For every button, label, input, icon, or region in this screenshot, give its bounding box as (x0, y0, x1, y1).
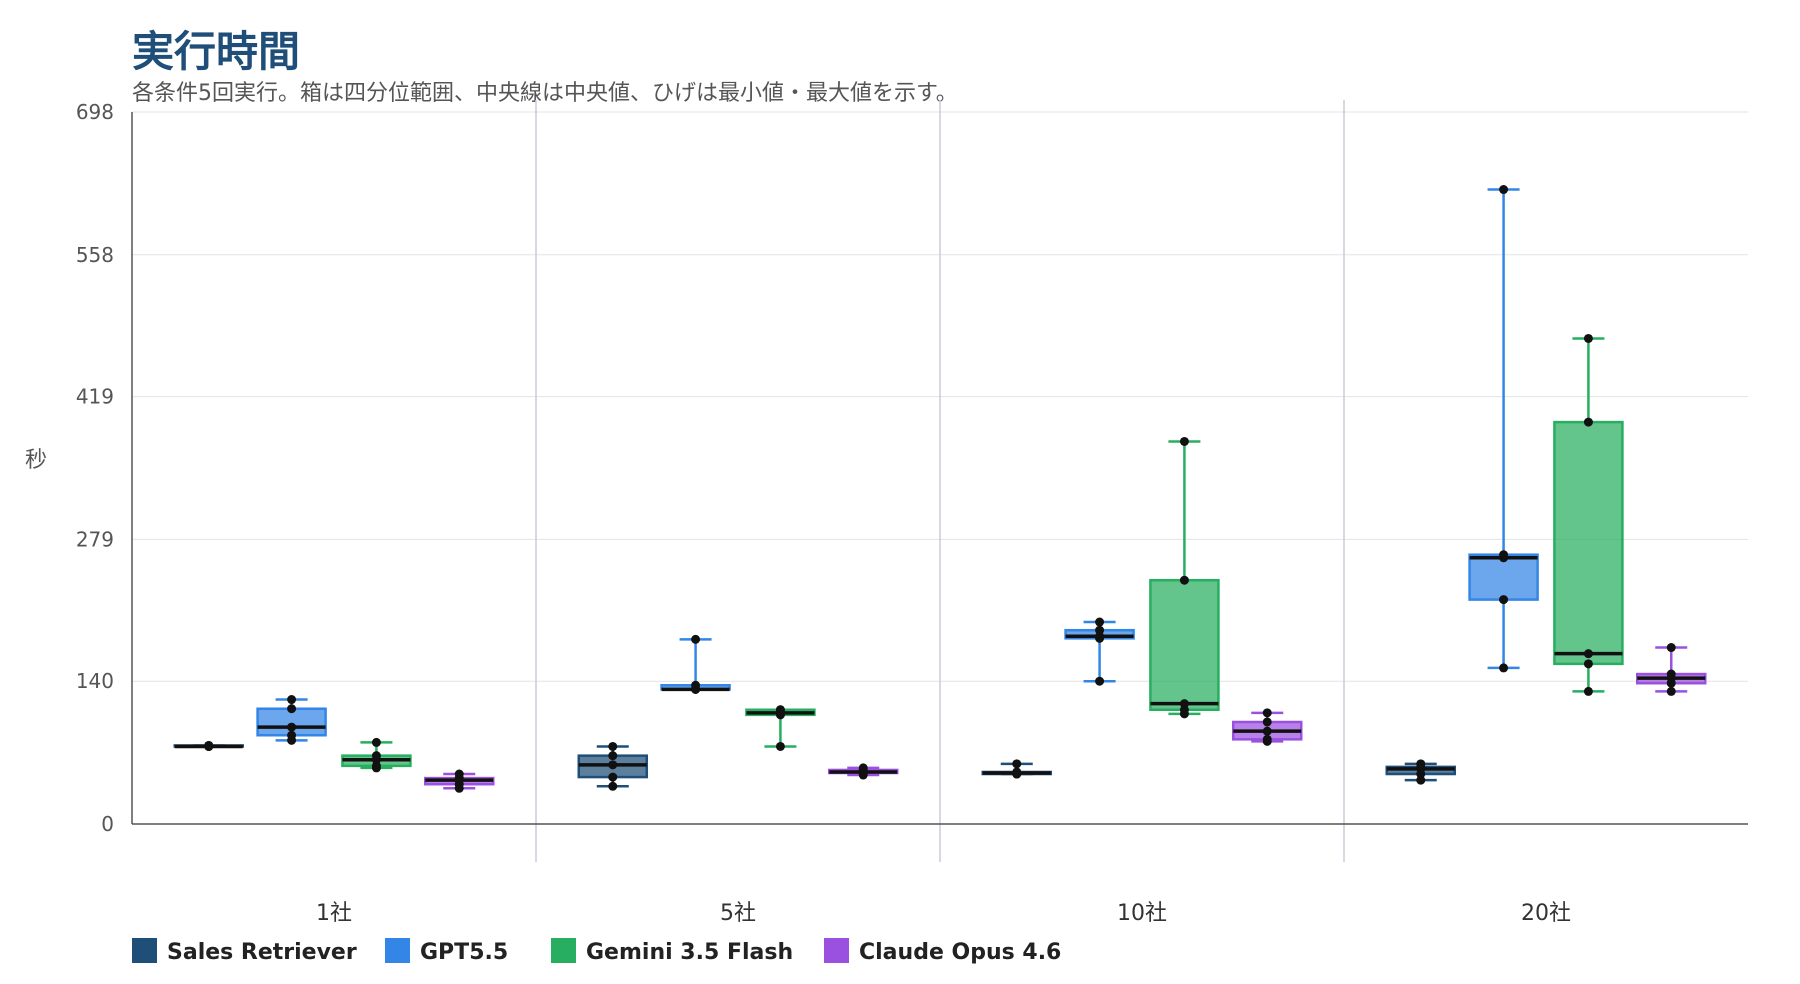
data-point (608, 741, 618, 751)
box-marks (173, 185, 1707, 793)
y-axis-label: 秒 (25, 448, 47, 473)
y-tick-label: 419 (76, 385, 114, 409)
box-group (1635, 643, 1707, 696)
data-point (1583, 659, 1593, 669)
x-tick-label: 20社 (1521, 901, 1571, 926)
data-point (287, 722, 297, 732)
legend-label: Gemini 3.5 Flash (586, 940, 793, 965)
legend-label: GPT5.5 (420, 940, 508, 965)
legend-swatch (385, 938, 410, 963)
data-point (858, 763, 868, 773)
data-point (1666, 643, 1676, 653)
y-tick-label: 698 (76, 100, 114, 124)
x-axis-ticks: 1社 5社 10社 20社 (316, 901, 1571, 926)
data-point (371, 751, 381, 761)
data-point (1262, 708, 1272, 718)
data-point (1262, 717, 1272, 727)
data-point (1499, 185, 1509, 195)
y-tick-label: 558 (76, 243, 114, 267)
box-iqr (1149, 578, 1220, 712)
data-point (1416, 759, 1426, 769)
data-point (1666, 686, 1676, 696)
data-point (1012, 767, 1022, 777)
box-group (1149, 436, 1220, 719)
legend: Sales Retriever GPT5.5 Gemini 3.5 Flash Cla… (132, 938, 1061, 965)
box-group (745, 705, 816, 751)
data-point (691, 634, 701, 644)
box-group (1231, 708, 1303, 746)
data-point (608, 751, 618, 761)
box-group (1064, 617, 1135, 686)
data-point (454, 769, 464, 779)
x-tick-label: 1社 (316, 901, 352, 926)
legend-item: GPT5.5 (385, 938, 508, 965)
y-tick-label: 279 (76, 527, 114, 551)
box-group (256, 695, 327, 745)
category-dividers (535, 100, 1345, 862)
data-point (1666, 669, 1676, 679)
data-point (1095, 676, 1105, 686)
data-point (691, 680, 701, 690)
data-point (1499, 663, 1509, 673)
data-point (287, 704, 297, 714)
legend-label: Sales Retriever (167, 940, 357, 965)
data-point (608, 772, 618, 782)
data-point (1499, 550, 1509, 560)
data-point (1095, 617, 1105, 627)
chart-subtitle: 各条件5回実行。箱は四分位範囲、中央線は中央値、ひげは最小値・最大値を示す。 (132, 81, 958, 106)
x-tick-label: 10社 (1117, 901, 1167, 926)
box-group (341, 737, 412, 773)
data-point (287, 730, 297, 740)
legend-item: Claude Opus 4.6 (824, 938, 1061, 965)
data-point (1012, 759, 1022, 769)
box-iqr (1553, 420, 1624, 666)
data-point (1583, 649, 1593, 659)
chart-title: 実行時間 (132, 27, 300, 76)
legend-swatch (551, 938, 576, 963)
data-point (1583, 686, 1593, 696)
box-group (173, 740, 245, 751)
box-group (1385, 759, 1457, 785)
data-point (775, 741, 785, 751)
data-point (1583, 417, 1593, 427)
box-group (981, 759, 1053, 779)
data-point (371, 737, 381, 747)
data-point (287, 695, 297, 705)
data-point (1262, 726, 1272, 736)
box-group (1553, 333, 1624, 696)
axes (131, 112, 1748, 825)
legend-item: Sales Retriever (132, 938, 357, 965)
data-point (1262, 734, 1272, 744)
data-point (608, 781, 618, 791)
box-group (1468, 185, 1539, 673)
data-point (1179, 436, 1189, 446)
y-tick-label: 140 (76, 669, 114, 693)
data-point (1583, 333, 1593, 343)
box-group (827, 763, 899, 780)
legend-label: Claude Opus 4.6 (859, 940, 1061, 965)
legend-swatch (132, 938, 157, 963)
legend-item: Gemini 3.5 Flash (551, 938, 793, 965)
box-group (423, 769, 495, 793)
data-point (1179, 699, 1189, 709)
data-point (608, 760, 618, 770)
data-point (1095, 625, 1105, 635)
data-point (204, 740, 214, 750)
data-point (775, 705, 785, 715)
data-point (1179, 575, 1189, 585)
data-point (1499, 595, 1509, 605)
y-axis-ticks: 0 140 279 419 558 698 (76, 100, 114, 836)
legend-swatch (824, 938, 849, 963)
box-group (577, 741, 649, 791)
box-group (660, 634, 731, 694)
y-tick-label: 0 (101, 812, 114, 836)
x-tick-label: 5社 (720, 901, 756, 926)
